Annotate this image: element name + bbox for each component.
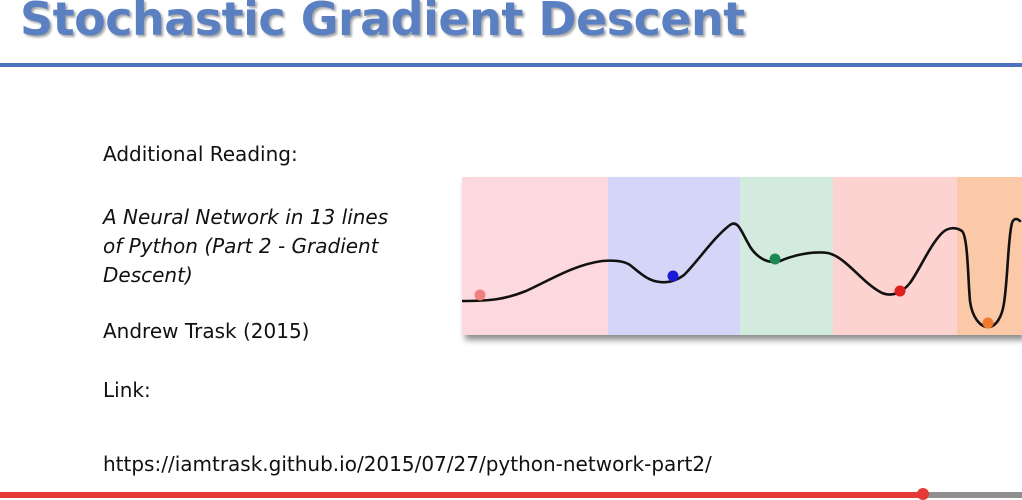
ball-3 [769, 253, 781, 265]
video-scrubber-handle[interactable] [916, 488, 929, 500]
figure-band-2 [608, 177, 740, 335]
figure-band-1 [462, 177, 608, 335]
title-divider [0, 63, 1022, 67]
link-label: Link: [103, 378, 151, 402]
slide-title: Stochastic Gradient Descent [20, 0, 745, 46]
additional-reading-label: Additional Reading: [103, 142, 298, 166]
ball-2 [667, 270, 679, 282]
paper-link[interactable]: https://iamtrask.github.io/2015/07/27/py… [103, 452, 712, 476]
video-progress-fill [0, 492, 923, 498]
loss-landscape-figure [462, 177, 1022, 335]
video-progress-bar[interactable] [0, 488, 1022, 500]
ball-1 [474, 289, 486, 301]
paper-title: A Neural Network in 13 lines of Python (… [103, 205, 389, 287]
paper-author: Andrew Trask (2015) [103, 319, 310, 343]
figure-band-4 [833, 177, 957, 335]
ball-5 [982, 317, 994, 329]
ball-4 [894, 285, 906, 297]
figure-band-3 [740, 177, 833, 335]
gradient-descent-illustration [462, 177, 1022, 335]
